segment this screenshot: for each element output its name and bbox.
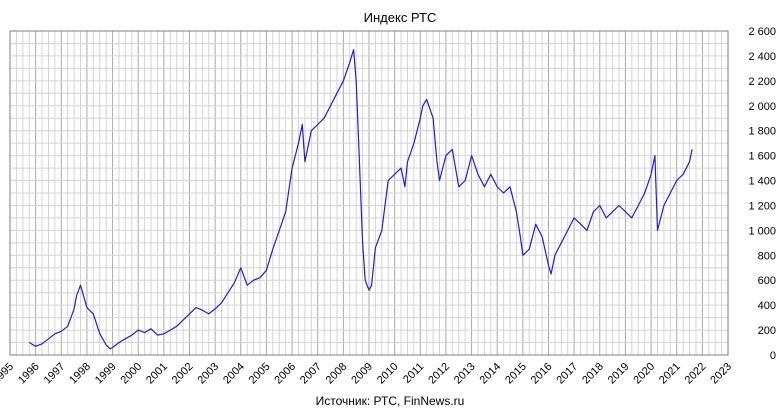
y-tick-label: 200: [758, 325, 776, 337]
y-tick-label: 600: [758, 275, 776, 287]
y-tick-label: 2 000: [748, 101, 776, 113]
y-tick-label: 1 800: [748, 126, 776, 138]
y-gridlines: [10, 42, 728, 344]
y-tick-label: 2 400: [748, 51, 776, 63]
y-tick-label: 1 400: [748, 176, 776, 188]
y-tick-labels: 0 200 400 600 800 1 000 1 200 1 400 1 600 1 800 2 …: [748, 26, 776, 362]
y-tick-label: 400: [758, 300, 776, 312]
y-tick-label: 1 200: [748, 200, 776, 212]
series-line: [28, 49, 693, 350]
source-note: Источник: РТС, FinNews.ru: [316, 394, 465, 408]
y-tick-label: 1 000: [748, 225, 776, 237]
y-tick-label: 2 200: [748, 76, 776, 88]
plot-area-frame: [9, 30, 729, 356]
y-tick-label: 1 600: [748, 151, 776, 163]
y-tick-label: 0: [770, 350, 776, 362]
chart-title: Индекс РТС: [364, 10, 437, 25]
y-tick-label: 800: [758, 250, 776, 262]
y-tick-label: 2 600: [748, 26, 776, 38]
